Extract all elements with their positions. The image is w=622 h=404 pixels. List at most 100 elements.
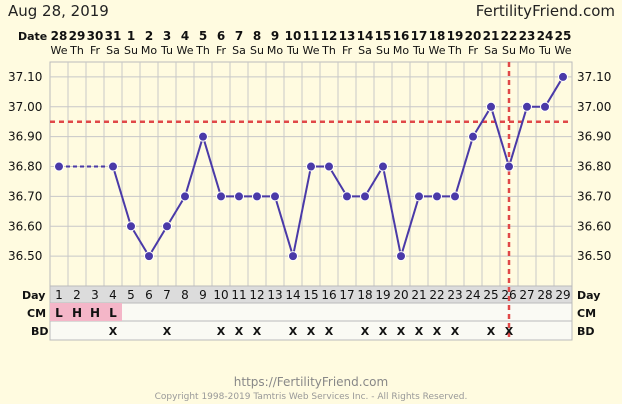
- reference-lines: [50, 62, 572, 340]
- date-label: 13: [339, 29, 356, 43]
- temperature-point: [108, 161, 118, 172]
- bd-cell: X: [433, 325, 442, 338]
- day-row-label-left: Day: [22, 289, 45, 302]
- date-row-label: Date: [18, 30, 47, 43]
- temperature-point: [180, 191, 190, 202]
- cycle-day-label: 19: [375, 288, 390, 302]
- y-tick-label-left: 36.60: [8, 219, 42, 233]
- y-tick-label-right: 36.80: [577, 160, 611, 174]
- date-label: 4: [181, 29, 189, 43]
- weekday-label: Th: [69, 44, 84, 57]
- cycle-day-label: 17: [339, 288, 354, 302]
- cycle-day-label: 27: [519, 288, 534, 302]
- cycle-day-label: 25: [483, 288, 498, 302]
- weekday-label: Fr: [90, 44, 101, 57]
- weekday-label: Mo: [267, 44, 283, 57]
- bd-cell: X: [307, 325, 316, 338]
- weekday-label: We: [51, 44, 68, 57]
- cycle-day-label: 18: [357, 288, 372, 302]
- weekday-label: Fr: [342, 44, 353, 57]
- date-label: 24: [537, 29, 554, 43]
- series-segment: [382, 166, 402, 257]
- date-label: 18: [429, 29, 446, 43]
- cycle-day-label: 26: [501, 288, 516, 302]
- weekday-label: We: [555, 44, 572, 57]
- cycle-day-label: 14: [285, 288, 300, 302]
- bd-row-label-left: BD: [31, 325, 49, 338]
- series-segment: [292, 166, 312, 257]
- date-label: 2: [145, 29, 153, 43]
- cm-cell: L: [55, 306, 63, 320]
- temperature-point: [396, 251, 406, 262]
- temperature-point: [360, 191, 370, 202]
- weekday-label: Tu: [286, 44, 299, 57]
- temperature-point: [540, 101, 550, 112]
- cycle-day-label: 9: [199, 288, 207, 302]
- cycle-day-label: 29: [555, 288, 570, 302]
- temperature-point: [270, 191, 280, 202]
- bd-cell: X: [487, 325, 496, 338]
- cm-row-label-left: CM: [27, 307, 46, 320]
- date-label: 15: [375, 29, 392, 43]
- bd-cell: X: [289, 325, 298, 338]
- date-label: 30: [87, 29, 104, 43]
- series-segment: [274, 196, 294, 257]
- y-tick-label-left: 36.80: [8, 160, 42, 174]
- cm-cell: L: [109, 306, 117, 320]
- footer-copyright: Copyright 1998-2019 Tamtris Web Services…: [155, 392, 468, 402]
- date-label: 7: [235, 29, 243, 43]
- site-name: FertilityFriend.com: [476, 2, 615, 20]
- date-label: 11: [303, 29, 320, 43]
- date-label: 31: [105, 29, 122, 43]
- temperature-point: [234, 191, 244, 202]
- weekday-label: Mo: [141, 44, 157, 57]
- day-row-label-right: Day: [577, 289, 600, 302]
- series-segment: [328, 166, 348, 197]
- cm-row-label-right: CM: [577, 307, 596, 320]
- series-segment: [508, 106, 528, 167]
- cycle-day-label: 11: [231, 288, 246, 302]
- weekday-label: We: [303, 44, 320, 57]
- cycle-day-label: 13: [267, 288, 282, 302]
- y-tick-label-right: 37.00: [577, 100, 611, 114]
- weekday-label: Su: [376, 44, 390, 57]
- date-label: 12: [321, 29, 338, 43]
- cycle-day-label: 20: [393, 288, 408, 302]
- date-label: 8: [253, 29, 261, 43]
- weekday-label: Fr: [468, 44, 479, 57]
- footer-url: https://FertilityFriend.com: [234, 375, 388, 389]
- date-label: 16: [393, 29, 410, 43]
- y-tick-label-right: 36.50: [577, 249, 611, 263]
- cycle-day-label: 12: [249, 288, 264, 302]
- bd-cell: X: [217, 325, 226, 338]
- bd-cell: X: [253, 325, 262, 338]
- y-tick-label-right: 37.10: [577, 70, 611, 84]
- y-tick-label-right: 36.90: [577, 130, 611, 144]
- weekday-label: Th: [321, 44, 336, 57]
- series-segment: [112, 166, 132, 227]
- temperature-point: [432, 191, 442, 202]
- weekday-label: Mo: [519, 44, 535, 57]
- temperature-point: [216, 191, 226, 202]
- weekday-label: Sa: [358, 44, 372, 57]
- cm-cell: H: [90, 306, 100, 320]
- y-tick-label-left: 37.00: [8, 100, 42, 114]
- cycle-day-label: 16: [321, 288, 336, 302]
- series-segment: [544, 76, 564, 108]
- weekday-label: Sa: [484, 44, 498, 57]
- temperature-point: [288, 251, 298, 262]
- y-tick-label-right: 36.70: [577, 189, 611, 203]
- temperature-point: [54, 161, 64, 172]
- temperature-point: [342, 191, 352, 202]
- temperature-point: [558, 71, 568, 82]
- temperature-point: [450, 191, 460, 202]
- data-rows: [49, 285, 573, 341]
- temperature-point: [144, 251, 154, 262]
- date-label: 14: [357, 29, 374, 43]
- cycle-day-label: 15: [303, 288, 318, 302]
- cycle-day-label: 28: [537, 288, 552, 302]
- temperature-point: [504, 161, 514, 172]
- date-label: 25: [555, 29, 572, 43]
- cycle-day-label: 2: [73, 288, 81, 302]
